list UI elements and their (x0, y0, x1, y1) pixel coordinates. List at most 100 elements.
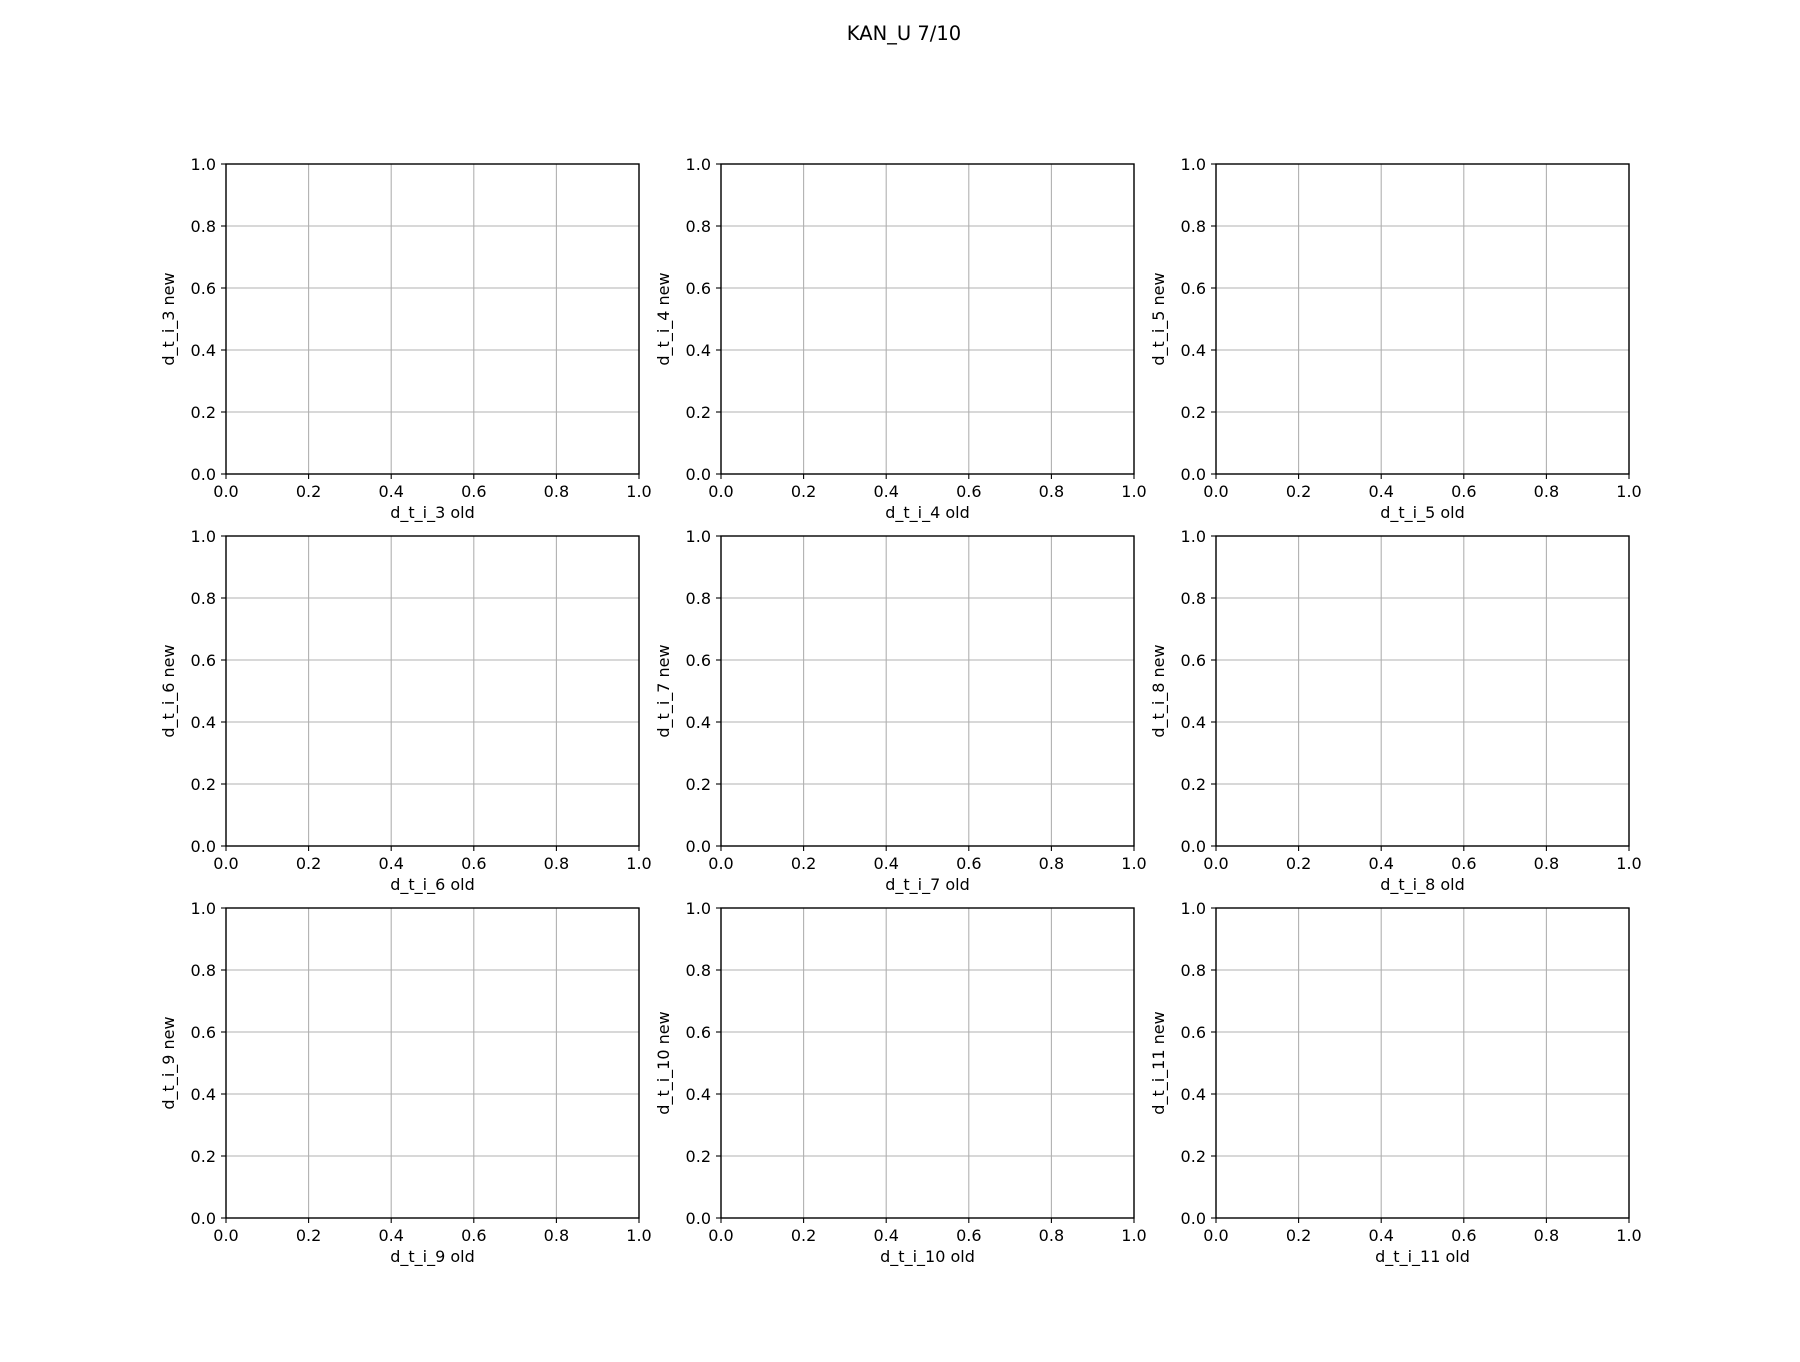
y-tick-label: 0.6 (1181, 651, 1206, 670)
y-axis-label: d_t_i_4 new (654, 272, 674, 365)
x-tick-label: 0.4 (873, 1226, 898, 1245)
x-tick-label: 0.8 (1534, 854, 1559, 873)
axes-frame (225, 163, 640, 475)
y-tick-label: 0.6 (686, 651, 711, 670)
x-tick-label: 0.2 (1286, 854, 1311, 873)
y-tick-label: 1.0 (686, 527, 711, 546)
y-axis-label: d_t_i_11 new (1149, 1011, 1169, 1114)
x-tick-label: 0.4 (873, 854, 898, 873)
y-tick-label: 0.8 (686, 217, 711, 236)
y-tick-label: 1.0 (191, 899, 216, 918)
y-tick-label: 0.2 (191, 775, 216, 794)
y-tick-label: 0.0 (191, 837, 216, 856)
x-tick-label: 0.0 (213, 1226, 238, 1245)
y-axis-label: d_t_i_6 new (159, 644, 179, 737)
y-tick-label: 0.8 (1181, 217, 1206, 236)
x-axis-label: d_t_i_6 old (390, 875, 475, 895)
y-axis-label: d_t_i_9 new (159, 1016, 179, 1109)
x-axis-label: d_t_i_11 old (1375, 1247, 1470, 1267)
axes-frame (1215, 907, 1630, 1219)
x-axis-label: d_t_i_4 old (885, 503, 970, 523)
x-tick-label: 0.8 (1534, 1226, 1559, 1245)
x-axis-label: d_t_i_7 old (885, 875, 970, 895)
y-tick-label: 0.4 (686, 341, 711, 360)
y-tick-label: 0.4 (1181, 341, 1206, 360)
y-tick-label: 0.0 (686, 465, 711, 484)
axes-frame (225, 535, 640, 847)
x-tick-label: 0.0 (708, 482, 733, 501)
y-tick-label: 0.4 (1181, 713, 1206, 732)
axes-frame (720, 535, 1135, 847)
x-tick-label: 0.0 (213, 854, 238, 873)
plot-area (1216, 536, 1629, 846)
x-tick-label: 1.0 (1121, 854, 1146, 873)
subplot-6: 0.0 0.2 0.4 0.6 0.8 1.0 0.0 0.2 0.4 0.6 0.8 1.0 d_t_… (1149, 527, 1642, 895)
y-tick-label: 0.8 (686, 589, 711, 608)
x-tick-label: 0.8 (544, 854, 569, 873)
y-tick-label: 0.8 (686, 961, 711, 980)
x-tick-label: 0.8 (1039, 1226, 1064, 1245)
x-tick-label: 0.2 (791, 1226, 816, 1245)
y-tick-label: 1.0 (686, 899, 711, 918)
x-axis-label: d_t_i_8 old (1380, 875, 1465, 895)
y-axis-label: d_t_i_7 new (654, 644, 674, 737)
y-tick-label: 0.4 (191, 341, 216, 360)
x-tick-label: 0.6 (461, 482, 486, 501)
x-axis-label: d_t_i_3 old (390, 503, 475, 523)
plot-area (721, 908, 1134, 1218)
x-tick-label: 0.2 (791, 482, 816, 501)
x-tick-label: 0.4 (1368, 482, 1393, 501)
x-tick-label: 0.6 (461, 1226, 486, 1245)
subplot-3: 0.0 0.2 0.4 0.6 0.8 1.0 0.0 0.2 0.4 0.6 0.8 1.0 d_t_… (1149, 155, 1642, 523)
plot-area (1216, 164, 1629, 474)
x-tick-label: 0.0 (1203, 854, 1228, 873)
y-tick-label: 1.0 (1181, 899, 1206, 918)
y-tick-label: 0.6 (191, 1023, 216, 1042)
y-tick-label: 0.6 (1181, 1023, 1206, 1042)
x-tick-label: 1.0 (1121, 482, 1146, 501)
y-tick-label: 0.0 (1181, 837, 1206, 856)
x-tick-label: 0.8 (544, 482, 569, 501)
x-tick-label: 0.8 (544, 1226, 569, 1245)
subplot-9: 0.0 0.2 0.4 0.6 0.8 1.0 0.0 0.2 0.4 0.6 0.8 1.0 d_t_… (1149, 899, 1642, 1267)
y-tick-label: 1.0 (191, 527, 216, 546)
y-tick-label: 0.2 (686, 403, 711, 422)
y-tick-label: 0.8 (1181, 961, 1206, 980)
x-tick-label: 0.2 (1286, 482, 1311, 501)
subplot-4: 0.0 0.2 0.4 0.6 0.8 1.0 0.0 0.2 0.4 0.6 0.8 1.0 d_t_… (159, 527, 652, 895)
x-tick-label: 0.6 (956, 854, 981, 873)
x-axis-label: d_t_i_9 old (390, 1247, 475, 1267)
x-tick-label: 0.8 (1534, 482, 1559, 501)
x-tick-label: 0.0 (213, 482, 238, 501)
x-tick-label: 1.0 (1616, 1226, 1641, 1245)
x-tick-label: 0.6 (1451, 854, 1476, 873)
x-tick-label: 0.6 (1451, 482, 1476, 501)
y-tick-label: 0.4 (686, 1085, 711, 1104)
y-tick-label: 0.6 (686, 279, 711, 298)
subplot-grid: 0.0 0.2 0.4 0.6 0.8 1.0 0.0 0.2 0.4 0.6 0.8 1.0 d_t_… (159, 155, 1642, 1267)
x-tick-label: 0.6 (956, 1226, 981, 1245)
subplot-2: 0.0 0.2 0.4 0.6 0.8 1.0 0.0 0.2 0.4 0.6 0.8 1.0 d_t_… (654, 155, 1147, 523)
y-tick-label: 1.0 (191, 155, 216, 174)
x-tick-label: 0.8 (1039, 482, 1064, 501)
y-tick-label: 0.2 (686, 1147, 711, 1166)
plot-area (721, 536, 1134, 846)
x-tick-label: 0.4 (378, 482, 403, 501)
plot-area (721, 164, 1134, 474)
x-tick-label: 0.6 (956, 482, 981, 501)
y-axis-label: d_t_i_5 new (1149, 272, 1169, 365)
axes-frame (720, 163, 1135, 475)
x-tick-label: 0.0 (708, 1226, 733, 1245)
y-axis-label: d_t_i_10 new (654, 1011, 674, 1114)
x-tick-label: 0.4 (1368, 1226, 1393, 1245)
y-tick-label: 0.2 (1181, 1147, 1206, 1166)
y-tick-label: 0.0 (191, 465, 216, 484)
x-tick-label: 0.0 (708, 854, 733, 873)
y-tick-label: 0.8 (191, 589, 216, 608)
y-tick-label: 0.0 (686, 837, 711, 856)
y-tick-label: 0.4 (191, 713, 216, 732)
figure-title: KAN_U 7/10 (847, 22, 961, 45)
x-tick-label: 0.6 (461, 854, 486, 873)
y-tick-label: 0.2 (191, 1147, 216, 1166)
